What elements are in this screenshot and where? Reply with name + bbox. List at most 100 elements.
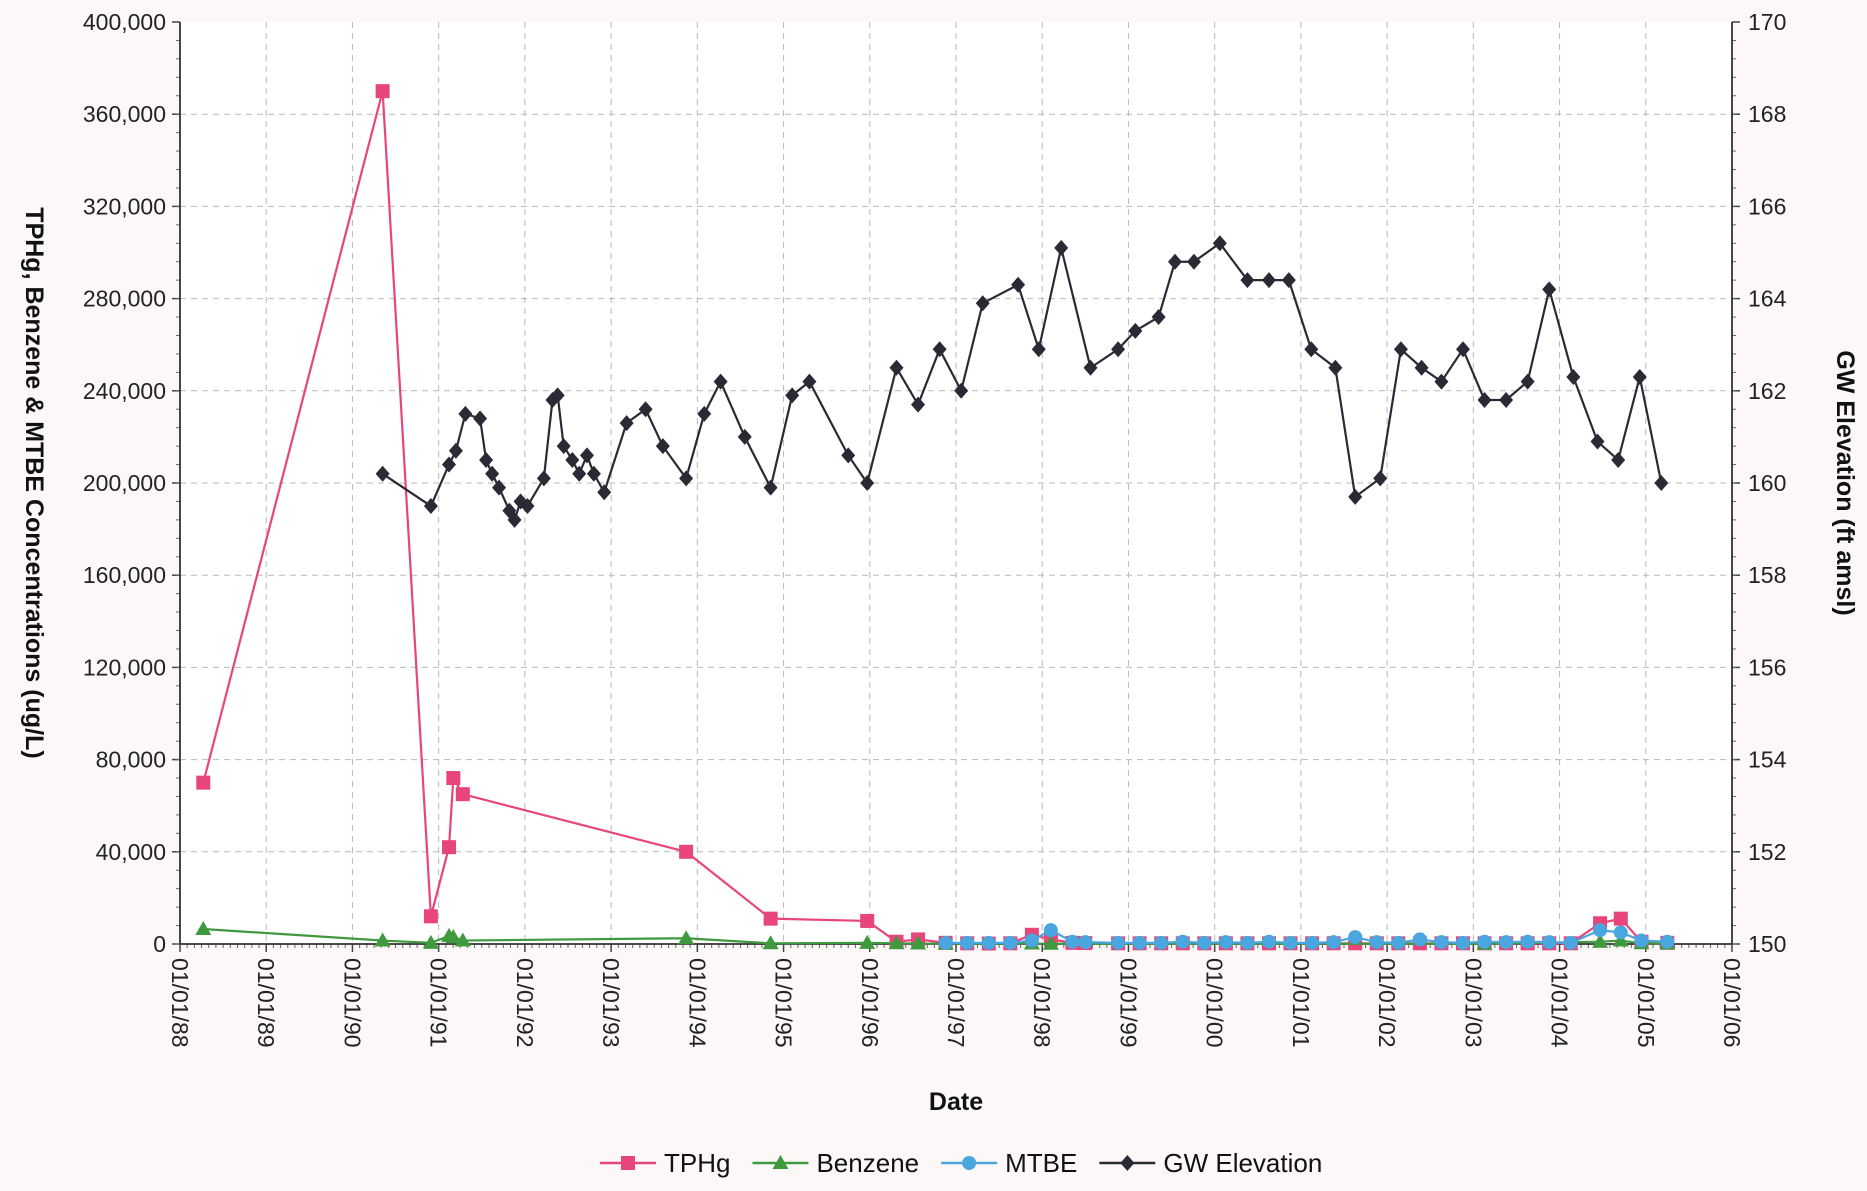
gw-elevation-point [597, 484, 612, 501]
series-mtbe [938, 923, 1675, 950]
mtbe-point [1132, 935, 1147, 950]
gw-elevation-point [1348, 488, 1363, 505]
mtbe-point [1563, 935, 1578, 950]
benzene-point [1042, 935, 1059, 950]
benzene-point [445, 929, 462, 944]
gw-elevation-point [889, 359, 904, 376]
x-axis-title: Date [929, 1088, 983, 1116]
mtbe-point [1218, 935, 1233, 950]
y-left-tick-label: 0 [153, 931, 166, 957]
y-right-tick-label: 168 [1748, 101, 1786, 127]
mtbe-line [945, 928, 1668, 944]
gw-elevation-point [1393, 341, 1408, 358]
gw-elevation-point [565, 451, 580, 468]
y-left-tick-label: 80,000 [96, 747, 166, 773]
gw-elevation-point [492, 479, 507, 496]
mtbe-point [1634, 933, 1649, 948]
gw-elevation-point [579, 447, 594, 464]
y-axis-right-title: GW Elevation (ft amsl) [1831, 350, 1859, 615]
gw-elevation-point [520, 498, 535, 515]
gw-elevation-point [1373, 470, 1388, 487]
y-right-tick-label: 164 [1748, 286, 1787, 312]
legend: TPHg Benzene MTBE GW Elevation [600, 1148, 1322, 1178]
gw-elevation-point [375, 465, 390, 482]
benzene-point [454, 932, 471, 947]
mtbe-point [1499, 935, 1514, 950]
legend-item-benzene: Benzene [752, 1148, 919, 1178]
gw-elevation-point [536, 470, 551, 487]
legend-item-gw-elevation: GW Elevation [1099, 1148, 1322, 1178]
y-left-tick-label: 40,000 [96, 839, 166, 865]
y-left-tick-label: 360,000 [83, 101, 166, 127]
legend-tphg-marker [621, 1156, 635, 1170]
mtbe-point [1477, 934, 1492, 949]
mtbe-point [1043, 923, 1058, 938]
tphg-point [446, 771, 461, 786]
gw-elevation-point [1499, 392, 1514, 409]
gw-elevation-point [1151, 309, 1166, 326]
benzene-point [1592, 933, 1609, 948]
y-left-tick-label: 120,000 [83, 654, 166, 680]
gw-elevation-point [556, 438, 571, 455]
mtbe-point [1240, 935, 1255, 950]
plot-area [172, 21, 1740, 952]
x-tick-label: 01/01/00 [1202, 958, 1228, 1048]
x-tick-label: 01/01/98 [1029, 958, 1055, 1048]
x-tick-label: 01/01/94 [684, 958, 710, 1048]
gw-elevation-point [1304, 341, 1319, 358]
gw-elevation-point [1477, 392, 1492, 409]
mtbe-point [1003, 935, 1018, 950]
mtbe-point [1660, 934, 1675, 949]
gw-elevation-point [1111, 341, 1126, 358]
mtbe-point [1197, 935, 1212, 950]
x-tick-label: 01/01/01 [1288, 958, 1314, 1048]
gw-elevation-point [458, 405, 473, 422]
legend-item-tphg: TPHg [600, 1148, 730, 1178]
gw-elevation-point [507, 511, 522, 528]
x-tick-label: 01/01/96 [857, 958, 883, 1048]
gw-elevation-point [1212, 235, 1227, 252]
gw-elevation-point [485, 465, 500, 482]
gw-elevation-point [423, 498, 438, 515]
gw-elevation-point [841, 447, 856, 464]
y-left-tick-label: 240,000 [83, 378, 166, 404]
gw-elevation-point [860, 475, 875, 491]
x-tick-label: 01/01/89 [253, 958, 279, 1048]
mtbe-point [1078, 935, 1093, 950]
mtbe-point [1348, 930, 1363, 945]
gw-elevation-point [1281, 272, 1296, 289]
tphg-point [763, 911, 778, 926]
gw-elevation-point [1128, 322, 1143, 339]
series-layer [195, 84, 1676, 951]
gw-elevation-point [586, 465, 601, 482]
gw-elevation-point [737, 428, 752, 445]
mtbe-point [981, 935, 996, 950]
mtbe-point [1434, 935, 1449, 950]
y-left-tick-label: 400,000 [83, 9, 166, 35]
gw-elevation-point [1542, 281, 1557, 298]
gw-elevation-point [1011, 276, 1026, 293]
gw-elevation-point [1083, 359, 1098, 376]
y-right-tick-label: 158 [1748, 562, 1786, 588]
gw-elevation-point [1240, 272, 1255, 289]
y-right-tick-label: 150 [1748, 931, 1786, 957]
grid-lines [180, 22, 1732, 944]
mtbe-point [1593, 923, 1608, 938]
y-axis-left-title: TPHg, Benzene & MTBE Concentrations (ug/… [20, 207, 48, 758]
benzene-point [762, 935, 779, 950]
benzene-point [678, 930, 695, 945]
gw-elevation-point [1590, 433, 1605, 450]
tphg-point [442, 840, 457, 855]
gw-elevation-point [1054, 239, 1069, 256]
mtbe-point [1154, 935, 1169, 950]
x-tick-label: 01/01/02 [1374, 958, 1400, 1048]
x-tick-label: 01/01/90 [339, 958, 365, 1048]
gw-elevation-point [1261, 272, 1276, 289]
y-right-tick-label: 156 [1748, 654, 1786, 680]
benzene-point [422, 934, 439, 949]
mtbe-point [1520, 934, 1535, 949]
gw-elevation-point [619, 415, 634, 432]
x-tick-label: 01/01/03 [1460, 958, 1486, 1048]
gw-elevation-point [802, 373, 817, 390]
gw-elevation-point [1168, 253, 1183, 270]
